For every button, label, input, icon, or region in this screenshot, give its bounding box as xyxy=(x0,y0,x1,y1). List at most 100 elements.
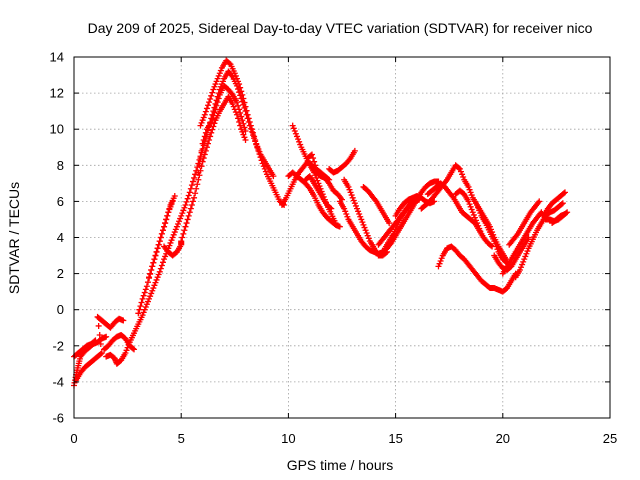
data-point xyxy=(180,207,187,214)
data-point xyxy=(206,137,213,144)
data-point xyxy=(297,141,304,148)
data-point xyxy=(170,231,177,238)
data-point xyxy=(143,301,150,308)
data-point xyxy=(151,282,158,289)
data-point xyxy=(184,216,191,223)
data-point xyxy=(518,264,525,271)
x-tick-label: 20 xyxy=(496,431,510,446)
data-point xyxy=(355,208,362,215)
x-tick-label: 5 xyxy=(178,431,185,446)
data-point xyxy=(201,111,208,118)
data-point xyxy=(347,189,354,196)
data-point xyxy=(351,147,358,154)
data-point xyxy=(161,223,168,230)
data-point xyxy=(138,299,145,306)
data-point xyxy=(141,289,148,296)
data-point xyxy=(233,75,240,82)
data-point xyxy=(351,200,358,207)
data-point xyxy=(178,238,185,245)
data-point xyxy=(174,220,181,227)
data-point xyxy=(92,337,99,344)
data-point xyxy=(147,293,154,300)
data-point xyxy=(364,232,371,239)
data-point xyxy=(146,274,153,281)
data-point xyxy=(179,210,186,217)
data-point xyxy=(142,303,149,310)
data-point xyxy=(187,205,194,212)
data-point xyxy=(344,213,351,220)
data-point xyxy=(157,234,164,241)
data-point xyxy=(164,212,171,219)
data-point xyxy=(250,129,257,136)
data-point xyxy=(310,155,317,162)
data-point xyxy=(488,242,495,249)
data-point xyxy=(205,102,211,109)
data-point xyxy=(124,344,131,351)
data-point xyxy=(185,192,192,199)
data-point xyxy=(488,226,495,233)
data-point xyxy=(289,122,296,129)
data-point xyxy=(158,262,165,269)
data-point xyxy=(98,350,105,357)
data-point xyxy=(195,169,202,176)
data-point xyxy=(165,209,172,216)
data-point xyxy=(490,231,497,238)
data-point xyxy=(96,331,103,338)
data-point xyxy=(489,229,496,236)
data-point xyxy=(97,350,104,357)
data-point xyxy=(139,312,146,319)
data-point xyxy=(359,219,366,226)
data-point xyxy=(523,250,530,257)
data-point xyxy=(154,274,161,281)
data-point xyxy=(468,206,475,213)
data-point xyxy=(325,175,332,182)
data-point xyxy=(352,202,359,209)
data-point xyxy=(270,173,277,180)
data-point xyxy=(213,78,220,85)
data-point xyxy=(363,229,370,236)
data-point xyxy=(153,248,160,255)
data-point xyxy=(139,295,146,302)
data-point xyxy=(244,111,251,118)
data-point xyxy=(558,201,565,208)
data-point xyxy=(328,205,335,212)
data-point xyxy=(240,131,247,138)
x-tick-label: 15 xyxy=(388,431,402,446)
data-point xyxy=(194,181,201,188)
data-point xyxy=(230,103,237,110)
data-point xyxy=(436,260,443,267)
y-tick-label: -4 xyxy=(52,374,64,389)
data-point xyxy=(149,287,156,294)
data-point xyxy=(201,151,208,158)
data-point xyxy=(229,100,236,107)
data-point xyxy=(188,202,195,209)
data-point xyxy=(212,106,219,113)
data-point xyxy=(199,117,206,124)
data-point xyxy=(226,60,233,67)
y-tick-labels: -6 -4 -2 0 2 4 6 8 10 12 14 xyxy=(50,50,64,426)
data-point xyxy=(210,112,217,119)
data-point xyxy=(205,140,211,147)
data-point xyxy=(232,72,239,79)
x-axis-label: GPS time / hours xyxy=(287,457,394,473)
data-point xyxy=(242,103,249,110)
data-point xyxy=(241,124,248,131)
data-point xyxy=(213,102,220,109)
y-tick-label: 10 xyxy=(50,122,64,137)
data-point xyxy=(186,209,193,216)
data-point xyxy=(248,126,255,133)
data-point xyxy=(183,220,190,227)
data-point xyxy=(346,186,353,193)
data-point xyxy=(489,243,496,250)
data-point xyxy=(148,290,155,297)
data-point xyxy=(103,333,110,340)
data-point xyxy=(196,162,203,169)
data-point xyxy=(152,279,159,286)
data-point xyxy=(156,238,163,245)
data-point xyxy=(327,204,334,211)
data-point xyxy=(254,143,261,150)
data-point xyxy=(237,122,244,129)
data-point xyxy=(486,223,493,230)
data-point xyxy=(187,185,194,192)
